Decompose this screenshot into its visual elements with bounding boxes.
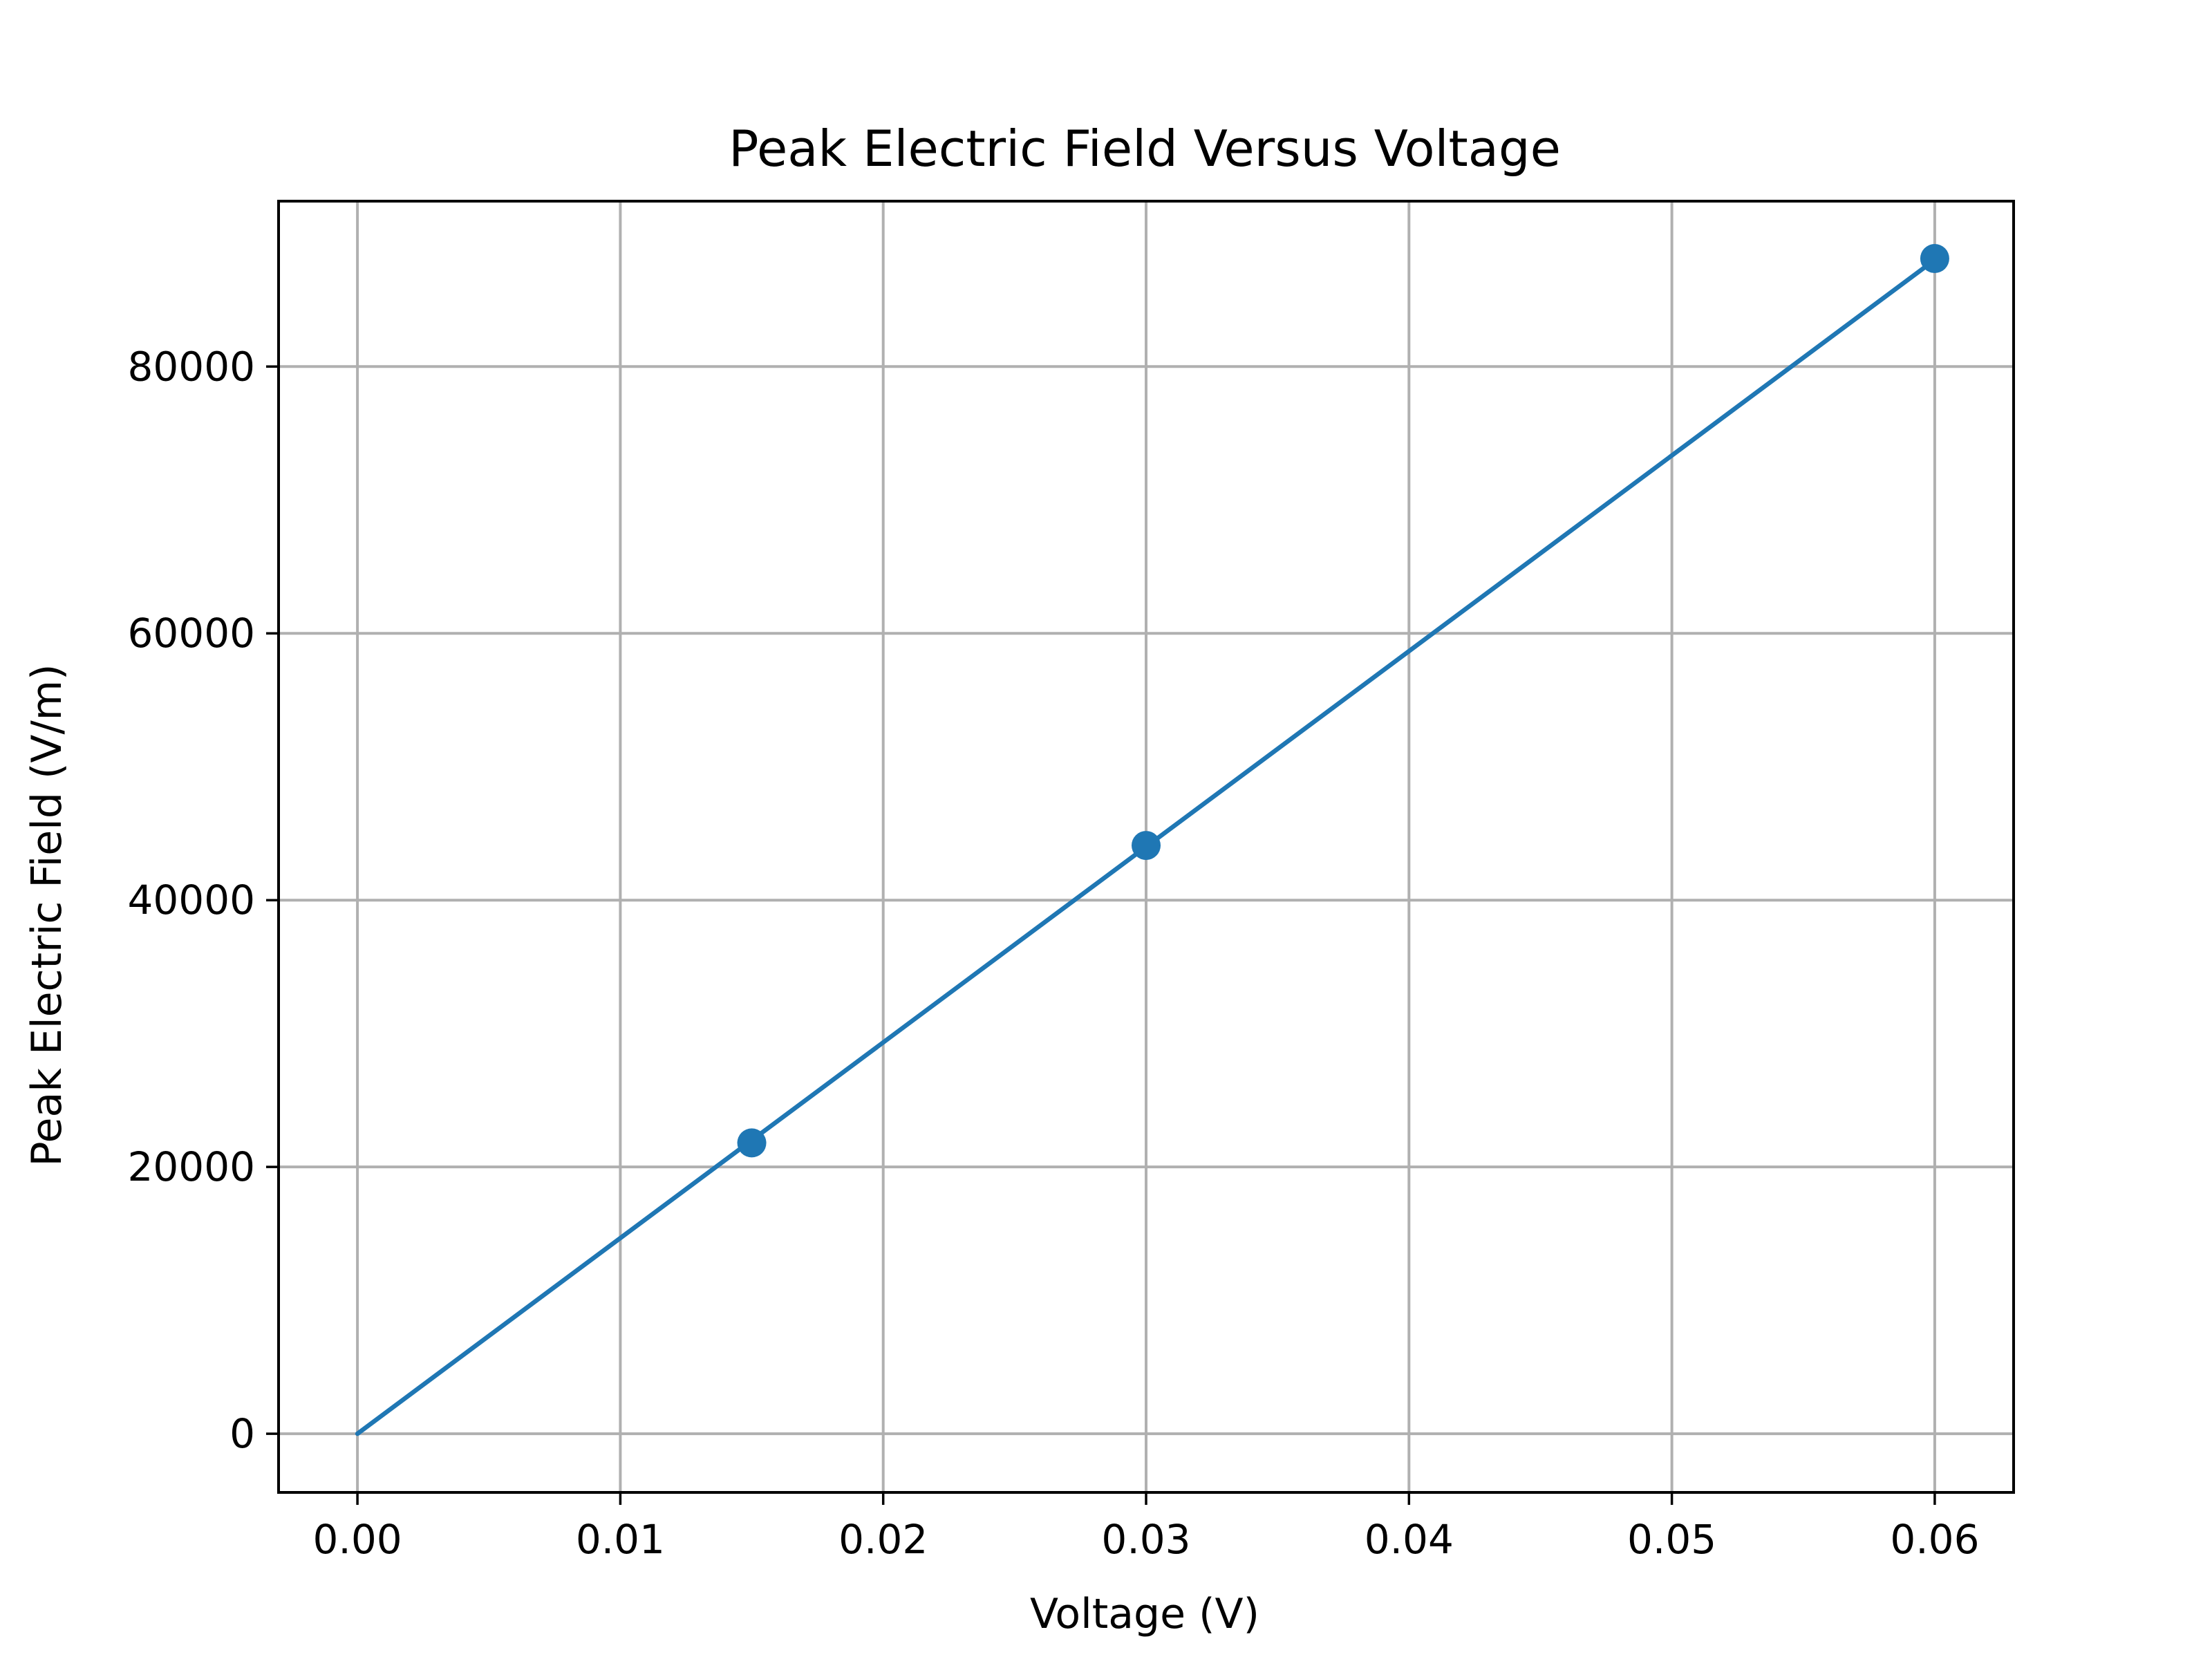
y-axis-label: Peak Electric Field (V/m) (23, 664, 71, 1166)
data-point-marker (1920, 243, 1949, 273)
plot-frame (277, 200, 2015, 1494)
grid (279, 201, 2014, 1492)
series (355, 243, 1949, 1436)
ticks: 0.00 0.01 0.02 0.03 0.04 0.05 0.06 0 20000 40000 6… (127, 343, 1979, 1563)
x-tick-label: 0.02 (838, 1516, 928, 1563)
x-tick-label: 0.05 (1627, 1516, 1716, 1563)
x-tick-label: 0.03 (1101, 1516, 1190, 1563)
data-point-marker (1132, 831, 1161, 861)
y-tick-label: 40000 (127, 877, 255, 924)
y-tick-label: 0 (229, 1410, 255, 1457)
x-tick-label: 0.06 (1890, 1516, 1979, 1563)
x-axis-label: Voltage (V) (1030, 1590, 1259, 1638)
x-tick-label: 0.01 (576, 1516, 665, 1563)
x-tick-label: 0.00 (313, 1516, 402, 1563)
y-tick-label: 20000 (127, 1143, 255, 1190)
x-tick-label: 0.04 (1365, 1516, 1454, 1563)
y-tick-label: 60000 (127, 610, 255, 657)
chart-title: Peak Electric Field Versus Voltage (729, 120, 1561, 178)
y-tick-label: 80000 (127, 343, 255, 390)
data-point-marker (737, 1128, 767, 1158)
